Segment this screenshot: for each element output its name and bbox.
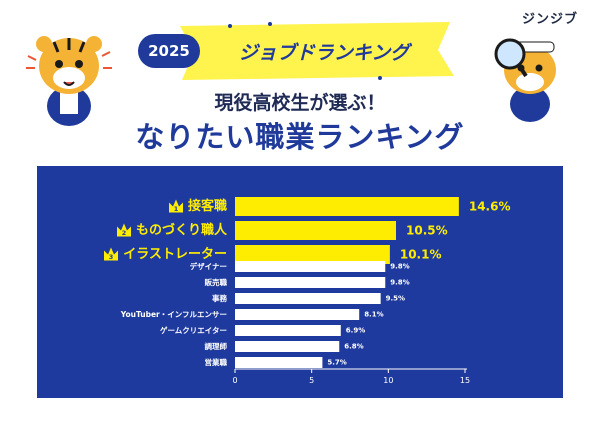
bar xyxy=(235,277,386,288)
value-label: 14.6% xyxy=(469,200,511,214)
bar xyxy=(235,197,459,216)
year-badge: 2025 xyxy=(138,34,200,68)
bar xyxy=(235,261,386,272)
bar xyxy=(235,325,341,336)
banner-title: ジョブドランキング xyxy=(238,41,410,64)
category-label: ゲームクリエイター xyxy=(160,325,227,335)
value-label: 6.8% xyxy=(344,343,363,351)
bar xyxy=(235,245,390,264)
value-label: 9.8% xyxy=(390,263,409,271)
category-label: YouTuber・インフルエンサー xyxy=(120,310,227,319)
bar xyxy=(235,357,323,368)
brand-logo: ジンジブ xyxy=(521,12,578,27)
value-label: 9.8% xyxy=(390,279,409,287)
category-label: 調理師 xyxy=(205,341,228,351)
x-tick-label: 15 xyxy=(460,376,470,385)
value-label: 10.1% xyxy=(400,248,442,262)
page-title: なりたい職業ランキング xyxy=(135,120,465,154)
category-label: 事務 xyxy=(212,293,227,303)
value-label: 9.5% xyxy=(386,295,405,303)
bar xyxy=(235,309,360,320)
page-subtitle: 現役高校生が選ぶ！ xyxy=(214,92,386,114)
bar xyxy=(235,221,396,240)
tiger-mascot-left-icon xyxy=(26,36,112,126)
category-label: イラストレーター xyxy=(123,247,227,262)
ranking-banner: 2025 ジョブドランキング xyxy=(120,20,460,82)
crown-icon xyxy=(169,199,183,213)
x-tick-label: 0 xyxy=(232,376,237,385)
value-label: 10.5% xyxy=(406,224,448,238)
value-label: 8.1% xyxy=(364,311,383,319)
rank-number: 2 xyxy=(122,229,127,237)
category-label: ものづくり職人 xyxy=(136,222,228,238)
x-tick-label: 5 xyxy=(309,376,314,385)
value-label: 5.7% xyxy=(327,359,346,367)
crown-icon xyxy=(104,247,118,261)
bar xyxy=(235,341,340,352)
crown-icon xyxy=(117,223,131,237)
rank-number: 1 xyxy=(174,205,179,213)
chart-panel: 接客職 14.6% 1 ものづくり職人 10.5% 2 イラストレーター 10.1% 3 デザイナ… xyxy=(37,166,563,398)
bar-chart: 接客職 14.6% 1 ものづくり職人 10.5% 2 イラストレーター 10.1% 3 デザイナ… xyxy=(104,197,511,385)
rank-number: 3 xyxy=(109,253,114,261)
category-label: 販売職 xyxy=(205,277,228,287)
category-label: 接客職 xyxy=(188,198,227,214)
category-label: デザイナー xyxy=(190,261,227,271)
banner-ribbon-icon xyxy=(180,22,454,80)
category-label: 営業職 xyxy=(205,357,228,367)
x-tick-label: 10 xyxy=(383,376,393,385)
tiger-mascot-detective-icon xyxy=(494,38,556,122)
bar xyxy=(235,293,381,304)
value-label: 6.9% xyxy=(346,327,365,335)
